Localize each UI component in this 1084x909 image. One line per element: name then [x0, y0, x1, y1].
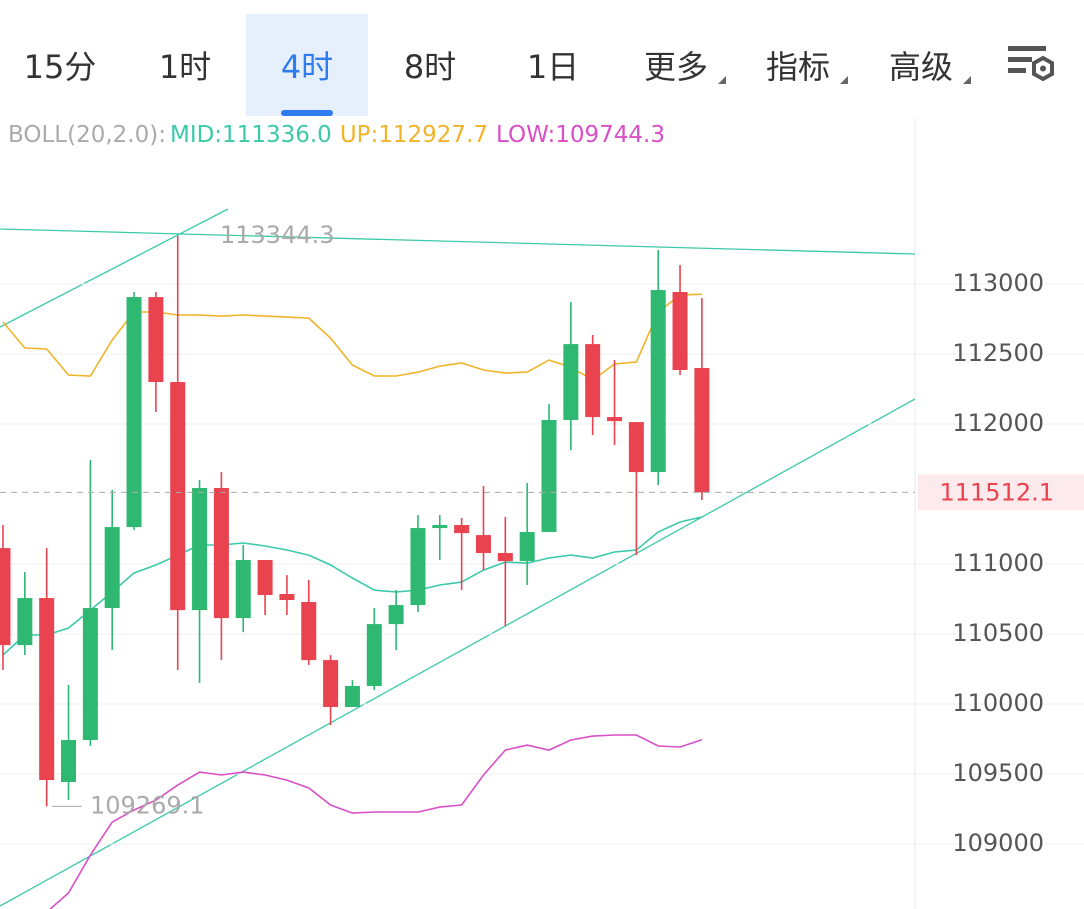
candle-body — [672, 292, 688, 370]
trend-line — [0, 208, 229, 328]
candle-body — [344, 685, 360, 707]
timeframe-tab[interactable]: 更多 — [643, 48, 708, 86]
timeframe-tab[interactable]: 15分 — [23, 48, 97, 86]
y-tick-label: 112500 — [952, 339, 1044, 367]
y-tick-label: 112000 — [952, 409, 1044, 437]
indicator-legend: BOLL(20,2.0): MID:111336.0 UP:112927.7 LOW:… — [8, 122, 665, 148]
y-tick-label: 110000 — [952, 689, 1044, 717]
y-tick-label: 113000 — [952, 269, 1044, 297]
trend-lines — [0, 208, 915, 907]
candle-body — [17, 598, 33, 646]
timeframe-tab[interactable]: 1日 — [526, 48, 580, 86]
timeframe-tab[interactable]: 指标 — [765, 48, 830, 86]
candle-body — [388, 605, 404, 625]
candle-body — [519, 531, 535, 562]
candle-body — [475, 535, 491, 553]
candle-body — [170, 382, 186, 611]
candle-body — [410, 528, 426, 606]
trend-line — [0, 398, 915, 907]
timeframe-tab[interactable]: 8时 — [403, 48, 457, 86]
legend-item: LOW:109744.3 — [496, 122, 665, 148]
max-label: 113344.3 — [220, 221, 335, 249]
candle-body — [454, 524, 470, 534]
legend-item: BOLL(20,2.0): — [8, 122, 166, 148]
y-tick-label: 111000 — [952, 549, 1044, 577]
legend-item: UP:112927.7 — [340, 122, 488, 148]
candle-body — [497, 552, 513, 562]
candle-body — [104, 527, 120, 608]
candle-body — [148, 297, 164, 383]
candle-body — [650, 290, 666, 473]
candle-body — [323, 660, 339, 707]
dropdown-arrow — [963, 76, 971, 84]
plot — [0, 235, 710, 909]
trend-line — [0, 228, 915, 255]
candle-body — [61, 740, 77, 783]
tab-indicator — [281, 110, 333, 116]
candle-body — [607, 417, 623, 422]
candle-body — [235, 559, 251, 619]
timeframe-tab[interactable]: 高级 — [888, 48, 953, 86]
candle-body — [257, 559, 273, 595]
min-label: 109269.1 — [90, 791, 205, 819]
candle-body — [126, 297, 142, 528]
candle-body — [301, 601, 317, 661]
candle-body — [366, 624, 382, 686]
y-tick-label: 110500 — [952, 619, 1044, 647]
timeframe-tab[interactable]: 1时 — [158, 48, 212, 86]
dropdown-arrow — [718, 76, 726, 84]
y-tick-label: 109500 — [952, 759, 1044, 787]
candle-body — [585, 344, 601, 418]
candle-body — [0, 548, 11, 646]
dropdown-arrow — [840, 76, 848, 84]
candle-body — [432, 524, 448, 529]
y-tick-label: 109000 — [952, 829, 1044, 857]
candle-body — [82, 608, 98, 741]
candle-body — [694, 368, 710, 493]
last-price-label: 111512.1 — [939, 478, 1054, 506]
band-line — [49, 734, 703, 909]
candle-body — [541, 419, 557, 532]
legend-item: MID:111336.0 — [170, 122, 332, 148]
candle-body — [279, 594, 295, 601]
candle-body — [563, 344, 579, 420]
candle-body — [39, 598, 55, 781]
settings-icon[interactable] — [1008, 46, 1054, 82]
candle-body — [213, 488, 229, 619]
last-price-box — [918, 474, 1084, 511]
candle-body — [628, 422, 644, 473]
candle-body — [192, 488, 208, 611]
timeframe-tab[interactable]: 4时 — [246, 14, 368, 116]
